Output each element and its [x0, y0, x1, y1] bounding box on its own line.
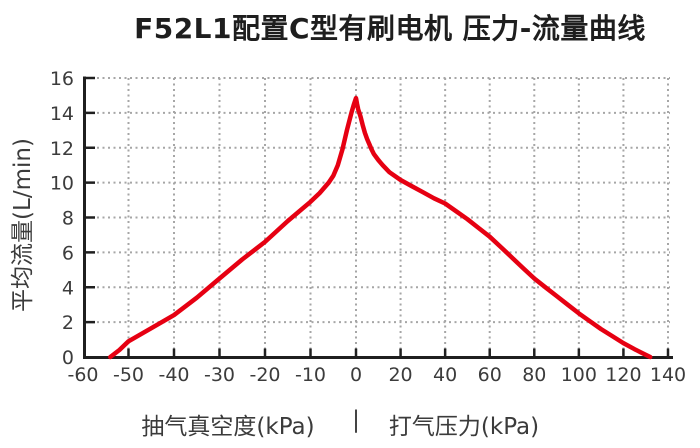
x-tick-label: 80 — [522, 364, 546, 386]
y-tick-label: 4 — [62, 277, 74, 299]
x-axis-label-pressure: 打气压力(kPa) — [388, 414, 540, 440]
x-tick-label: 120 — [605, 364, 641, 386]
y-tick-label: 2 — [62, 312, 74, 334]
y-tick-label: 10 — [50, 173, 74, 195]
x-tick-label: 60 — [478, 364, 502, 386]
y-tick-label: 14 — [50, 103, 74, 125]
x-tick-label: 0 — [350, 364, 362, 386]
x-axis-label-divider: | — [352, 407, 360, 433]
x-tick-label: -10 — [295, 364, 326, 386]
y-tick-label: 0 — [62, 347, 74, 369]
y-tick-label: 6 — [62, 242, 74, 264]
x-tick-label: -20 — [249, 364, 280, 386]
x-tick-label: 20 — [388, 364, 412, 386]
x-tick-label: -30 — [204, 364, 235, 386]
x-axis-label-vacuum: 抽气真空度(kPa) — [141, 414, 315, 440]
x-tick-label: -40 — [158, 364, 189, 386]
x-tick-label: 100 — [561, 364, 597, 386]
x-tick-label: 140 — [650, 364, 686, 386]
chart-title: F52L1配置C型有刷电机 压力-流量曲线 — [134, 12, 646, 45]
x-tick-label: 40 — [433, 364, 457, 386]
y-tick-label: 12 — [50, 138, 74, 160]
x-tick-label: -60 — [67, 364, 98, 386]
x-tick-label: -50 — [113, 364, 144, 386]
y-tick-label: 16 — [50, 68, 74, 90]
flow-curve — [108, 95, 653, 360]
y-tick-label: 8 — [62, 208, 74, 230]
